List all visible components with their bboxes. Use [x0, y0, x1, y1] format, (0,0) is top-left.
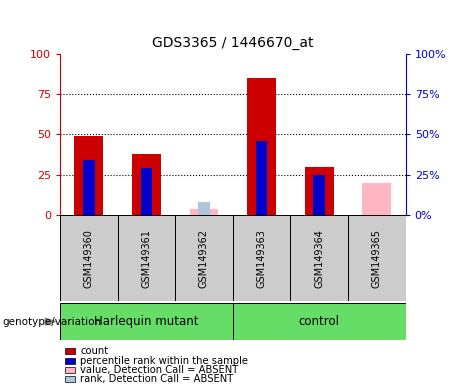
Title: GDS3365 / 1446670_at: GDS3365 / 1446670_at: [152, 36, 313, 50]
Bar: [247, 78, 276, 215]
Bar: [65, 348, 75, 354]
Text: GSM149364: GSM149364: [314, 229, 324, 288]
Bar: [60, 303, 233, 340]
Text: percentile rank within the sample: percentile rank within the sample: [80, 356, 248, 366]
Bar: [362, 183, 391, 215]
Bar: [118, 215, 175, 301]
Text: Harlequin mutant: Harlequin mutant: [94, 315, 199, 328]
Bar: [65, 376, 75, 382]
Bar: [305, 167, 334, 215]
Text: control: control: [299, 315, 340, 328]
Text: GSM149362: GSM149362: [199, 229, 209, 288]
Bar: [132, 154, 161, 215]
Bar: [233, 303, 406, 340]
Bar: [256, 141, 267, 215]
Polygon shape: [45, 318, 55, 325]
Bar: [290, 215, 348, 301]
Text: genotype/variation: genotype/variation: [2, 316, 101, 327]
Bar: [60, 215, 118, 301]
Text: count: count: [80, 346, 108, 356]
Text: GSM149360: GSM149360: [84, 229, 94, 288]
Bar: [233, 215, 290, 301]
Text: GSM149365: GSM149365: [372, 229, 382, 288]
Bar: [65, 358, 75, 364]
Bar: [65, 367, 75, 373]
Bar: [83, 160, 95, 215]
Bar: [175, 215, 233, 301]
Text: value, Detection Call = ABSENT: value, Detection Call = ABSENT: [80, 365, 238, 375]
Text: GSM149363: GSM149363: [257, 229, 266, 288]
Bar: [348, 215, 406, 301]
Bar: [313, 175, 325, 215]
Bar: [198, 202, 210, 215]
Bar: [141, 168, 152, 215]
Bar: [189, 209, 219, 215]
Bar: [74, 136, 103, 215]
Text: GSM149361: GSM149361: [142, 229, 151, 288]
Text: rank, Detection Call = ABSENT: rank, Detection Call = ABSENT: [80, 374, 233, 384]
